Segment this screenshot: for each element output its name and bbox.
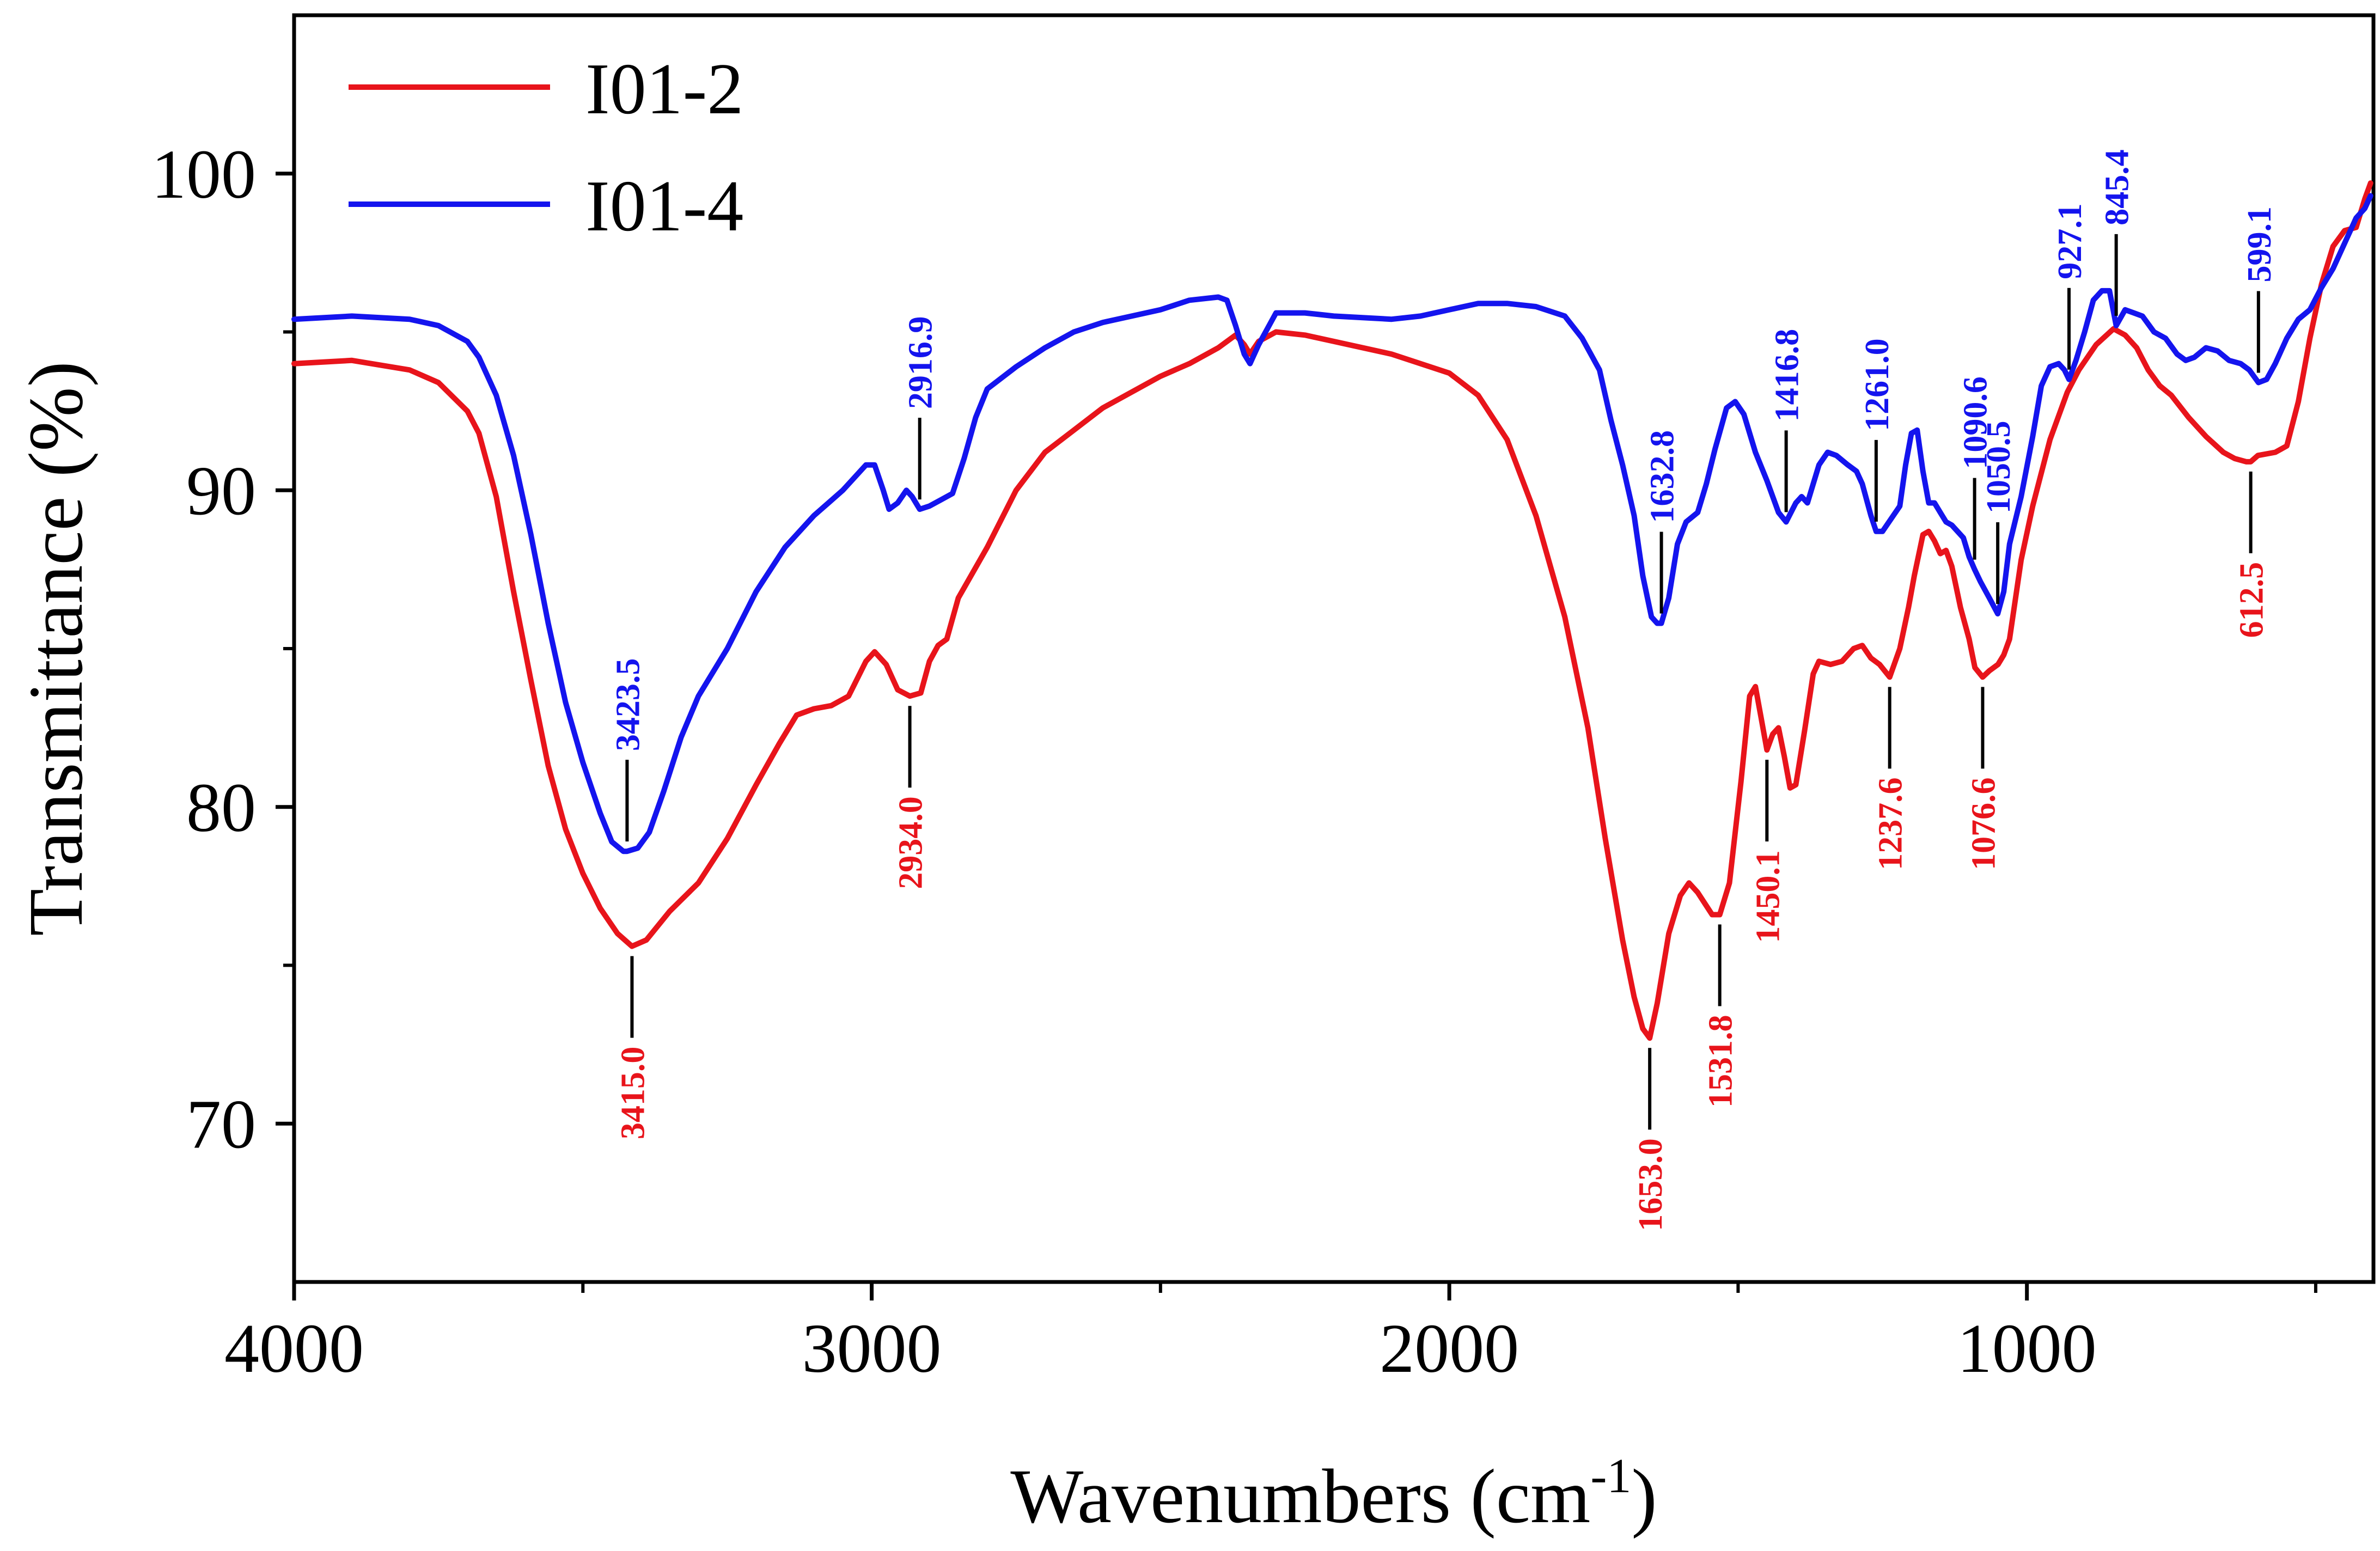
x-tick-label: 2000 [1380,1310,1519,1387]
peak-label: 845.4 [2099,149,2136,225]
peak-label: 3415.0 [614,1047,651,1139]
peak-annotation: 2934.0 [893,706,930,889]
peak-label: 599.1 [2241,206,2278,283]
peak-annotation: 1653.0 [1632,1048,1669,1231]
y-tick-label: 70 [186,1085,256,1163]
x-axis-title: Wavenumbers (cm-1) [1010,1449,1657,1539]
peak-annotation: 612.5 [2233,471,2271,638]
peak-annotations: 3423.5 3415.0 2916.9 2934.0 1632.8 1416.8 1261… [609,149,2278,1231]
peak-annotation: 1450.1 [1749,760,1786,943]
x-axis-title-main: Wavenumbers (cm [1010,1453,1590,1539]
axes: 4000 3000 2000 1000 70 80 90 100 [151,13,2376,1387]
peak-label: 2934.0 [893,796,930,889]
peak-annotation: 2916.9 [902,316,939,500]
peak-label: 612.5 [2233,562,2271,638]
peak-label: 1076.6 [1965,777,2002,870]
peak-annotation: 3423.5 [609,658,646,842]
peak-label: 2916.9 [902,316,939,410]
peak-annotation: 599.1 [2241,206,2278,373]
y-tick-label: 100 [151,136,256,213]
x-axis-title-close: ) [1631,1453,1657,1539]
y-axis-title: Transmittance (%) [13,361,99,936]
peak-annotation: 1632.8 [1644,430,1681,614]
peak-annotation: 1237.6 [1872,687,1909,870]
series-line-i01-2 [291,180,2373,1041]
peak-label: 927.1 [2052,203,2089,279]
peak-label: 3423.5 [609,658,646,752]
legend-label-i01-4: I01-4 [585,166,743,246]
peak-label: 1090.6 [1957,376,1994,469]
peak-annotation: 3415.0 [614,956,651,1139]
peak-label: 1450.1 [1749,850,1786,943]
peak-label: 1261.0 [1859,338,1896,431]
y-tick-label: 80 [186,769,256,846]
x-axis-title-superscript: -1 [1590,1449,1631,1503]
peak-annotation: 1416.8 [1769,329,1806,512]
legend-label-i01-2: I01-2 [585,48,743,129]
peak-annotation: 845.4 [2099,149,2136,316]
peak-label: 1237.6 [1872,777,1909,870]
y-tick-label: 90 [186,452,256,529]
peak-annotation: 1076.6 [1965,687,2002,870]
peak-label: 1416.8 [1769,329,1806,422]
peak-label: 1653.0 [1632,1138,1669,1231]
x-tick-label: 1000 [1957,1310,2097,1387]
x-tick-label: 3000 [802,1310,942,1387]
peak-annotation: 927.1 [2052,203,2089,370]
peak-label: 1632.8 [1644,430,1681,523]
series-layer [291,180,2373,1041]
peak-annotation: 1261.0 [1859,338,1896,522]
series-line-i01-4 [291,193,2373,854]
peak-label: 1050.5 [1980,421,2017,514]
peak-label: 1531.8 [1702,1015,1740,1108]
x-tick-label: 4000 [224,1310,364,1387]
peak-annotation: 1531.8 [1702,924,1740,1108]
peak-annotation: 1050.5 [1980,421,2017,604]
legend: I01-2 I01-4 [349,48,743,246]
peak-annotation: 1090.6 [1957,376,1994,560]
